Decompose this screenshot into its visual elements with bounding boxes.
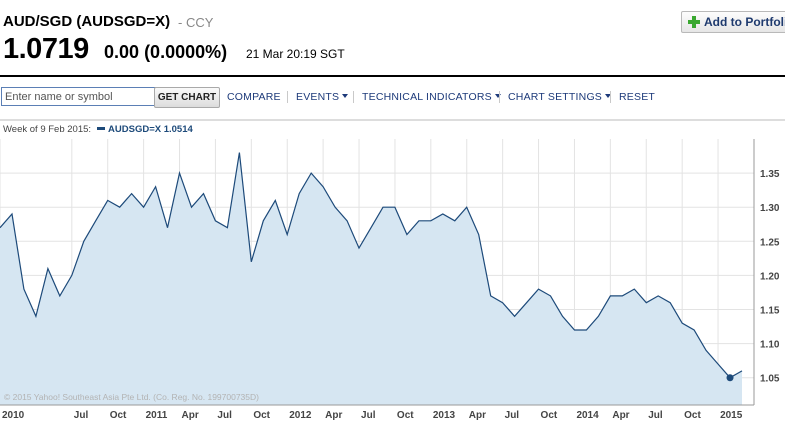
price-change: 0.00 (0.0000%) [104, 42, 227, 63]
x-tick-label: Oct [541, 410, 558, 421]
get-chart-button[interactable]: GET CHART [154, 87, 220, 108]
x-tick-label: Jul [648, 410, 663, 421]
x-tick-label: 2011 [146, 410, 168, 421]
y-tick-label: 1.15 [760, 306, 780, 317]
exchange-label: - CCY [178, 15, 214, 30]
last-point-marker [726, 374, 734, 382]
x-tick-label: Jul [217, 410, 232, 421]
y-tick-label: 1.25 [760, 237, 780, 248]
x-tick-label: Oct [397, 410, 414, 421]
reset-link[interactable]: RESET [619, 91, 656, 103]
x-tick-label: Apr [469, 410, 486, 421]
quote-time: 21 Mar 20:19 SGT [246, 47, 345, 61]
x-tick-label: 2015 [720, 410, 743, 421]
change-percent: (0.0000%) [144, 42, 228, 62]
technical-indicators-label: TECHNICAL INDICATORS [362, 91, 492, 103]
price-chart[interactable]: 1.351.301.251.201.151.101.05 2010 Jul Oct 2… [0, 118, 785, 422]
x-tick-label: 2013 [433, 410, 456, 421]
legend-week: Week of 9 Feb 2015: [3, 124, 92, 135]
technical-indicators-menu[interactable]: TECHNICAL INDICATORS [362, 91, 501, 103]
symbol-search-input[interactable] [1, 87, 156, 106]
toolbar-separator [287, 91, 288, 103]
x-tick-label: Apr [182, 410, 199, 421]
price-area [0, 152, 742, 405]
caret-down-icon [342, 94, 349, 98]
chart-toolbar: GET CHART COMPARE EVENTS TECHNICAL INDIC… [0, 86, 785, 108]
x-tick-label: Oct [110, 410, 127, 421]
events-menu[interactable]: EVENTS [296, 91, 349, 103]
plus-icon [688, 16, 700, 28]
chart-copyright: © 2015 Yahoo! Southeast Asia Pte Ltd. (C… [4, 392, 259, 402]
x-tick-label: 2012 [289, 410, 312, 421]
price-line [0, 152, 743, 379]
x-tick-label: 2014 [576, 410, 599, 421]
x-tick-label: 2010 [2, 410, 25, 421]
x-tick-label: Oct [684, 410, 701, 421]
y-tick-label: 1.10 [760, 340, 780, 351]
x-tick-label: Apr [325, 410, 342, 421]
y-tick-label: 1.20 [760, 271, 780, 282]
series-swatch [97, 127, 106, 130]
y-axis-labels: 1.35 1.30 1.25 1.20 1.15 1.10 1.05 [760, 169, 780, 385]
x-tick-label: Jul [361, 410, 376, 421]
chart-settings-menu[interactable]: CHART SETTINGS [508, 91, 612, 103]
caret-down-icon [494, 94, 501, 98]
x-tick-label: Apr [612, 410, 629, 421]
chart-settings-label: CHART SETTINGS [508, 91, 603, 103]
header-divider [0, 75, 785, 77]
toolbar-separator [610, 91, 611, 103]
add-to-portfolio-button[interactable]: Add to Portfolio [681, 11, 785, 33]
events-label: EVENTS [296, 91, 340, 103]
last-price: 1.0719 [3, 33, 89, 65]
add-to-portfolio-label: Add to Portfolio [704, 15, 785, 29]
change-value: 0.00 [104, 42, 140, 62]
quote-title: AUD/SGD (AUDSGD=X) [3, 13, 171, 30]
caret-down-icon [605, 94, 612, 98]
x-axis-labels: 2010 Jul Oct 2011 Apr Jul Oct 2012 Apr Jul Oct 2013… [2, 410, 743, 421]
y-tick-label: 1.35 [760, 169, 780, 180]
x-tick-label: Jul [74, 410, 89, 421]
toolbar-separator [353, 91, 354, 103]
legend-series: AUDSGD=X 1.0514 [108, 124, 193, 135]
y-tick-label: 1.30 [760, 203, 780, 214]
chart-legend: Week of 9 Feb 2015: AUDSGD=X 1.0514 [3, 124, 193, 135]
y-tick-label: 1.05 [760, 374, 780, 385]
compare-link[interactable]: COMPARE [227, 91, 281, 103]
toolbar-separator [499, 91, 500, 103]
x-tick-label: Jul [505, 410, 520, 421]
x-tick-label: Oct [253, 410, 270, 421]
